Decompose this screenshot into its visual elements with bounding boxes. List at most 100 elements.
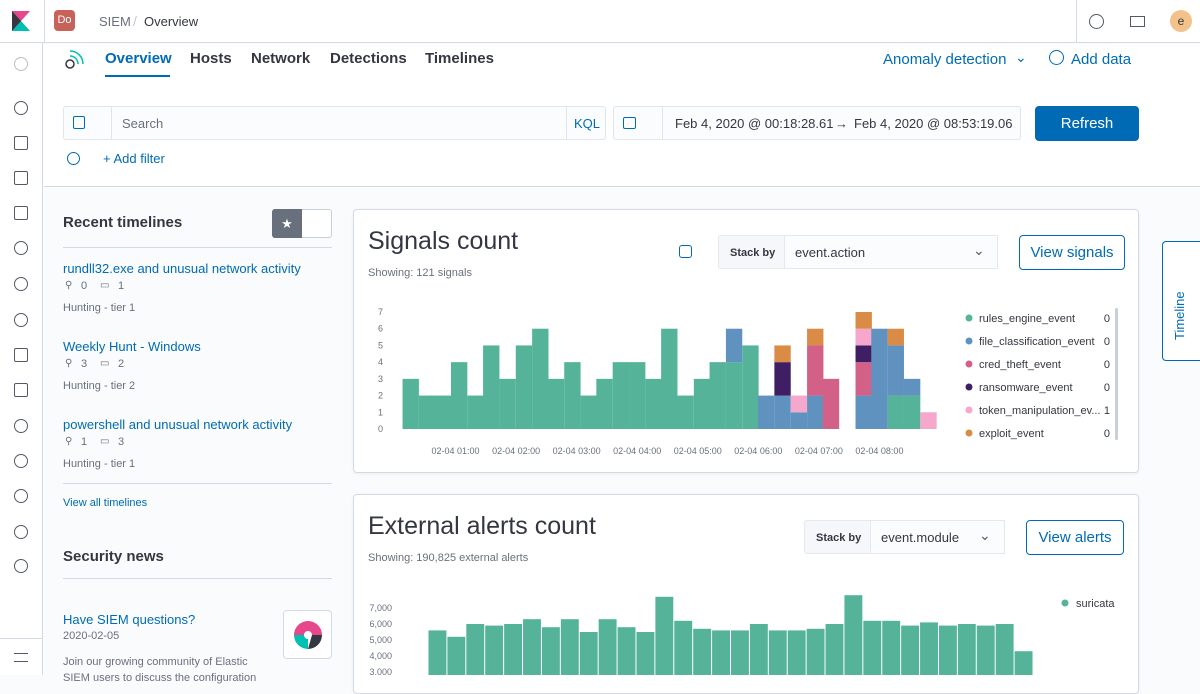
legend-count: 0 — [1104, 428, 1110, 440]
bar — [731, 630, 749, 675]
help-icon[interactable] — [1089, 14, 1104, 29]
notes-count: 1 — [118, 280, 125, 292]
legend-swatch — [965, 314, 973, 322]
bar-segment — [499, 378, 516, 429]
timeline-flyout-tab[interactable] — [1162, 241, 1200, 361]
favorites-toggle[interactable]: ★ — [272, 209, 302, 238]
legend-label: exploit_event — [979, 428, 1044, 440]
bar-segment — [758, 395, 775, 429]
bar-segment — [725, 328, 743, 363]
stack-select[interactable] — [784, 235, 998, 269]
tab-underline — [105, 75, 170, 77]
bar-segment — [418, 395, 436, 429]
bar-segment — [483, 345, 500, 429]
bar-segment — [774, 395, 791, 429]
end-date[interactable]: Feb 4, 2020 @ 08:53:19.06 — [854, 116, 1013, 131]
bar-segment — [855, 345, 872, 363]
chart-subtitle: Showing: 190,825 external alerts — [368, 552, 529, 564]
kql-button[interactable]: KQL — [574, 116, 601, 131]
nav-tab[interactable]: Hosts — [190, 50, 232, 67]
y-tick-label: 6,000 — [369, 619, 392, 629]
siem-icon — [65, 50, 84, 69]
bar — [920, 622, 938, 675]
refresh-button[interactable]: Refresh — [1035, 106, 1139, 141]
x-tick-label: 02-04 08:00 — [855, 446, 903, 456]
chevron: ⌄ — [979, 527, 991, 543]
x-tick-label: 02-04 06:00 — [734, 446, 782, 456]
legend-count: 0 — [1104, 336, 1110, 348]
start-date[interactable]: Feb 4, 2020 @ 00:18:28.61 — [675, 116, 834, 131]
nav-tab[interactable]: Overview — [105, 50, 172, 67]
nav-tab[interactable]: Network — [251, 50, 311, 67]
legend-label: ransomware_event — [979, 382, 1073, 394]
bar — [485, 625, 504, 675]
search-bar[interactable] — [63, 106, 606, 140]
bar-segment — [887, 345, 904, 396]
legend-swatch — [965, 360, 973, 368]
stack-select[interactable] — [870, 520, 1005, 554]
news-title[interactable]: Have SIEM questions? — [63, 612, 196, 627]
bar — [617, 627, 636, 675]
timeline-title[interactable]: rundll32.exe and unusual network activit… — [63, 261, 301, 276]
x-tick-label: 02-04 07:00 — [795, 446, 843, 456]
bar — [882, 620, 901, 675]
side-nav — [0, 43, 43, 675]
inspect-icon[interactable] — [679, 245, 692, 258]
bar-segment — [709, 362, 726, 429]
bar — [523, 619, 541, 675]
bar — [844, 595, 863, 675]
bar-segment — [920, 412, 937, 429]
space-avatar[interactable]: Do — [54, 10, 75, 31]
legend-label: rules_engine_event — [979, 313, 1075, 325]
nav-tab[interactable]: Detections — [330, 50, 407, 67]
breadcrumb[interactable]: SIEM — [99, 14, 131, 29]
bar-segment — [790, 395, 808, 413]
mail-icon[interactable] — [1130, 16, 1145, 27]
bar-segment — [903, 395, 921, 429]
legend-swatch — [965, 406, 973, 414]
bar — [447, 636, 466, 675]
news-date: 2020-02-05 — [63, 630, 120, 642]
bar — [712, 630, 730, 675]
anomaly-detection[interactable]: Anomaly detection — [883, 51, 1007, 68]
bar-segment — [596, 378, 613, 429]
legend-swatch — [965, 383, 973, 391]
bar — [674, 620, 693, 675]
date-arrow: → — [835, 116, 848, 131]
timeline-title[interactable]: powershell and unusual network activity — [63, 417, 293, 432]
chevron: ⌄ — [973, 242, 985, 258]
bar — [655, 596, 674, 675]
bar-segment — [903, 378, 921, 396]
bar-segment — [532, 328, 549, 429]
pinned-count: 1 — [81, 436, 88, 448]
news-text: Join our growing community of Elastic SI… — [63, 656, 257, 684]
chart-button[interactable]: View alerts — [1026, 520, 1124, 555]
add-data[interactable]: Add data — [1071, 51, 1132, 68]
signals-chart: 0 1 2 3 4 5 6 7 02-04 01:00 02-04 02:00 02-04 03:0… — [378, 307, 1118, 456]
bar-segment — [774, 362, 791, 396]
note-icon: ▭ — [100, 280, 110, 291]
breadcrumb: Overview — [144, 14, 199, 29]
bar-segment — [807, 345, 824, 396]
user-avatar[interactable]: e — [1170, 10, 1192, 32]
legend-scrollbar — [1115, 308, 1118, 440]
search-input[interactable]: Search — [122, 116, 164, 131]
nav-tab[interactable]: Timelines — [425, 50, 494, 67]
date-picker[interactable] — [613, 106, 1021, 140]
x-tick-label: 02-04 01:00 — [432, 446, 480, 456]
timeline-description: Hunting - tier 2 — [63, 380, 136, 392]
bar-segment — [887, 328, 904, 346]
chart-button[interactable]: View signals — [1019, 235, 1125, 270]
logo[interactable] — [12, 11, 30, 31]
bar-segment — [564, 362, 581, 429]
timeline-title[interactable]: Weekly Hunt - Windows — [63, 339, 201, 354]
bar — [863, 620, 882, 675]
y-tick-label: 0 — [378, 424, 383, 434]
bar-segment — [807, 395, 824, 429]
legend-swatch — [965, 429, 973, 437]
view-all-timelines[interactable]: View all timelines — [63, 497, 148, 509]
legend-count: 0 — [1104, 313, 1110, 325]
add-filter[interactable]: + Add filter — [103, 151, 165, 166]
section-title: Recent timelines — [63, 214, 183, 231]
bar-segment — [515, 345, 533, 429]
